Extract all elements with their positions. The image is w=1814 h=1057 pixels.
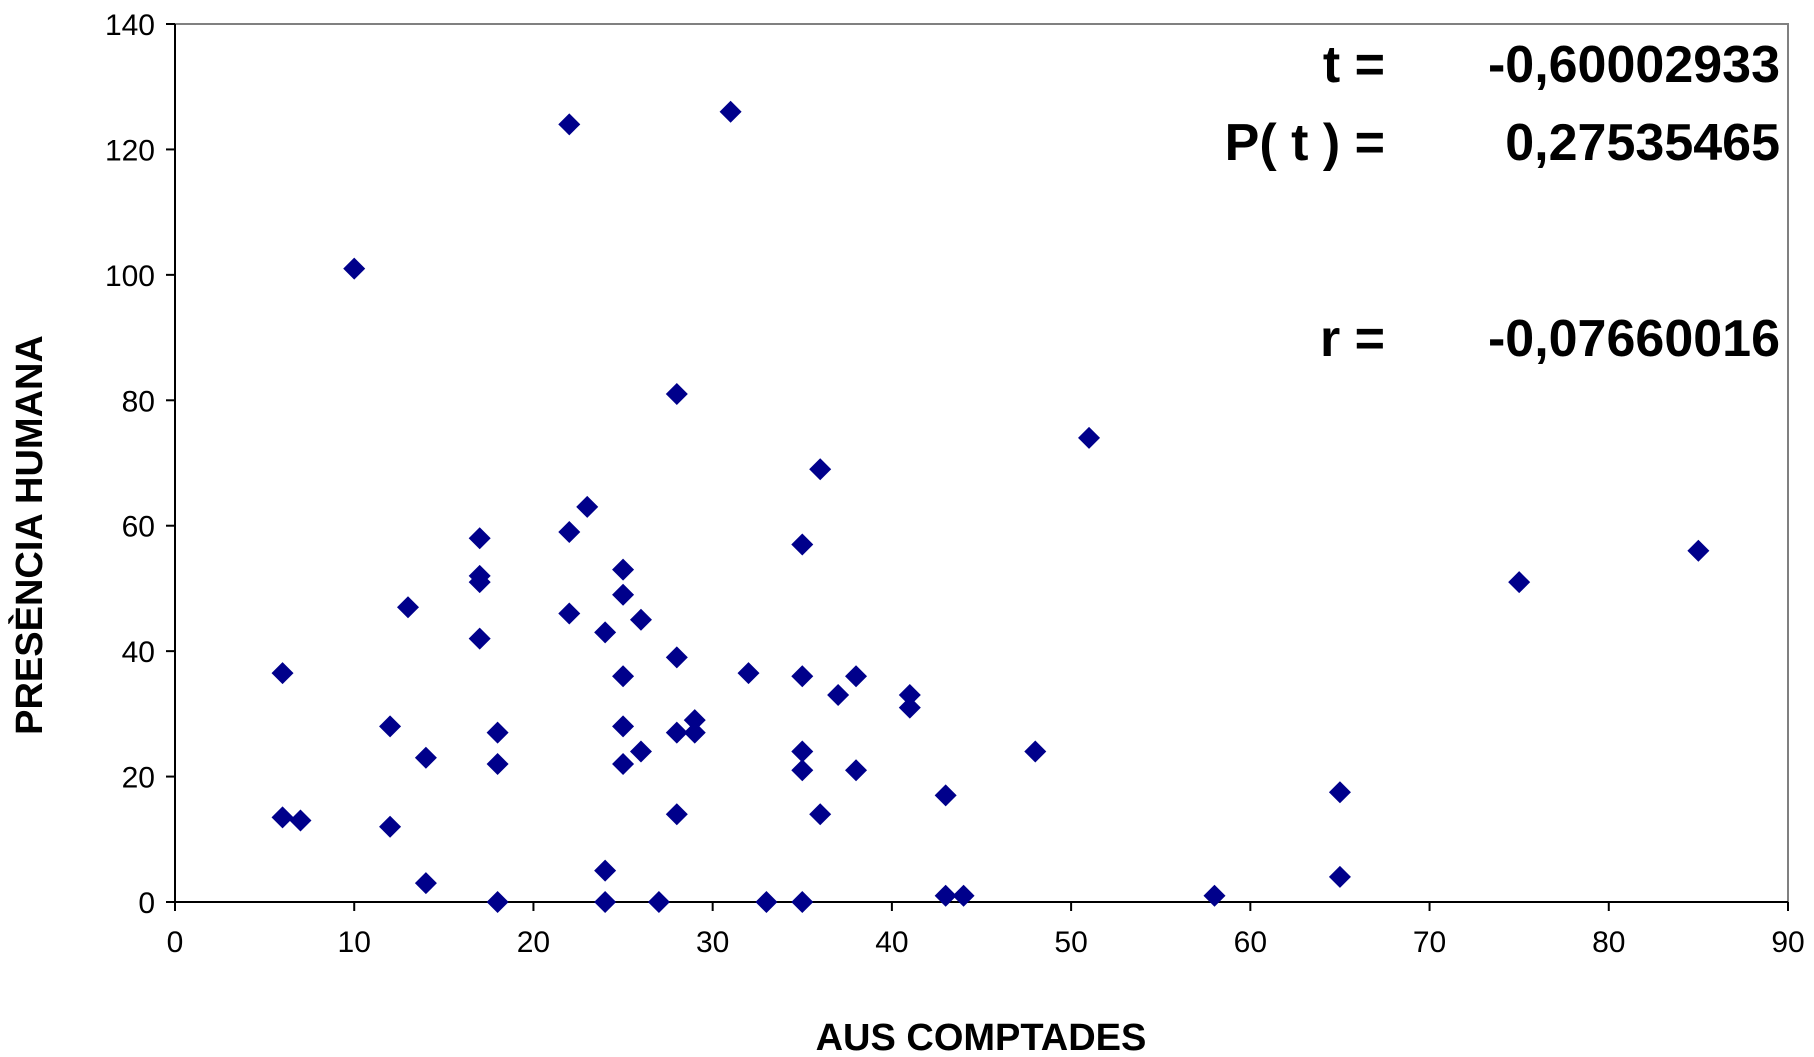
- data-point: [665, 383, 688, 406]
- x-tick-label: 50: [1054, 926, 1087, 959]
- data-point: [468, 627, 491, 650]
- data-point: [952, 884, 975, 907]
- y-tick-label: 0: [138, 887, 155, 920]
- data-point: [1508, 571, 1531, 594]
- data-point: [612, 558, 635, 581]
- data-point: [271, 806, 294, 829]
- data-point: [1328, 865, 1351, 888]
- data-point: [558, 113, 581, 136]
- data-point: [612, 715, 635, 738]
- x-tick-label: 90: [1771, 926, 1804, 959]
- x-tick-label: 20: [517, 926, 550, 959]
- data-point: [612, 753, 635, 776]
- data-point: [809, 803, 832, 826]
- data-point: [594, 621, 617, 644]
- data-points: [271, 100, 1710, 913]
- data-point: [629, 608, 652, 631]
- data-point: [719, 100, 742, 123]
- data-point: [271, 662, 294, 685]
- data-point: [379, 715, 402, 738]
- data-point: [791, 533, 814, 556]
- data-point: [791, 891, 814, 913]
- data-point: [414, 746, 437, 769]
- data-point: [486, 721, 509, 744]
- x-tick-label: 70: [1413, 926, 1446, 959]
- y-tick-label: 20: [122, 762, 155, 795]
- data-point: [1078, 426, 1101, 449]
- x-tick-label: 60: [1234, 926, 1267, 959]
- x-tick-label: 80: [1592, 926, 1625, 959]
- data-point: [934, 784, 957, 807]
- x-tick-label: 40: [875, 926, 908, 959]
- data-point: [486, 753, 509, 776]
- data-point: [1687, 539, 1710, 562]
- y-tick-label: 80: [122, 385, 155, 418]
- y-axis-ticks: 0 20 40 60 80 100 120 140: [105, 9, 175, 920]
- data-point: [1328, 781, 1351, 804]
- data-point: [396, 596, 419, 619]
- data-point: [612, 583, 635, 606]
- data-point: [594, 859, 617, 882]
- data-point: [612, 665, 635, 688]
- data-point: [576, 495, 599, 518]
- data-point: [827, 684, 850, 707]
- data-point: [755, 891, 778, 913]
- data-point: [289, 809, 312, 832]
- data-point: [629, 740, 652, 763]
- y-tick-label: 140: [105, 9, 155, 42]
- data-point: [791, 740, 814, 763]
- data-point: [898, 684, 921, 707]
- t-stat-value: -0,60002933: [1488, 36, 1780, 94]
- x-axis-ticks: 0 10 20 30 40 50 60 70 80 90: [167, 902, 1805, 959]
- data-point: [809, 458, 832, 481]
- data-point: [414, 872, 437, 895]
- x-tick-label: 30: [696, 926, 729, 959]
- data-point: [558, 602, 581, 625]
- data-point: [468, 571, 491, 594]
- data-point: [594, 891, 617, 913]
- data-point: [343, 257, 366, 280]
- y-tick-label: 100: [105, 260, 155, 293]
- data-point: [1203, 884, 1226, 907]
- data-point: [791, 759, 814, 782]
- r-stat-value: -0,07660016: [1488, 310, 1780, 368]
- y-tick-label: 60: [122, 511, 155, 544]
- data-point: [1024, 740, 1047, 763]
- data-point: [468, 527, 491, 550]
- data-point: [934, 884, 957, 907]
- data-point: [737, 662, 760, 685]
- p-value-label: P( t ) =: [1225, 114, 1385, 172]
- data-point: [486, 891, 509, 913]
- statistics-annotations: t = -0,60002933 P( t ) = 0,27535465 r = …: [1225, 36, 1780, 368]
- data-point: [558, 520, 581, 543]
- data-point: [683, 709, 706, 732]
- t-stat-label: t =: [1323, 36, 1385, 94]
- p-value-value: 0,27535465: [1505, 114, 1780, 172]
- y-tick-label: 40: [122, 636, 155, 669]
- data-point: [791, 665, 814, 688]
- data-point: [898, 696, 921, 719]
- data-point: [665, 803, 688, 826]
- y-axis-title: PRESÈNCIA HUMANA: [7, 335, 51, 735]
- data-point: [845, 759, 868, 782]
- data-point: [379, 815, 402, 838]
- data-point: [683, 721, 706, 744]
- data-point: [845, 665, 868, 688]
- r-stat-label: r =: [1320, 310, 1385, 368]
- x-axis-title: AUS COMPTADES: [816, 1017, 1147, 1057]
- x-tick-label: 0: [167, 926, 184, 959]
- y-tick-label: 120: [105, 134, 155, 167]
- data-point: [647, 891, 670, 913]
- data-point: [665, 721, 688, 744]
- x-tick-label: 10: [338, 926, 371, 959]
- data-point: [665, 646, 688, 669]
